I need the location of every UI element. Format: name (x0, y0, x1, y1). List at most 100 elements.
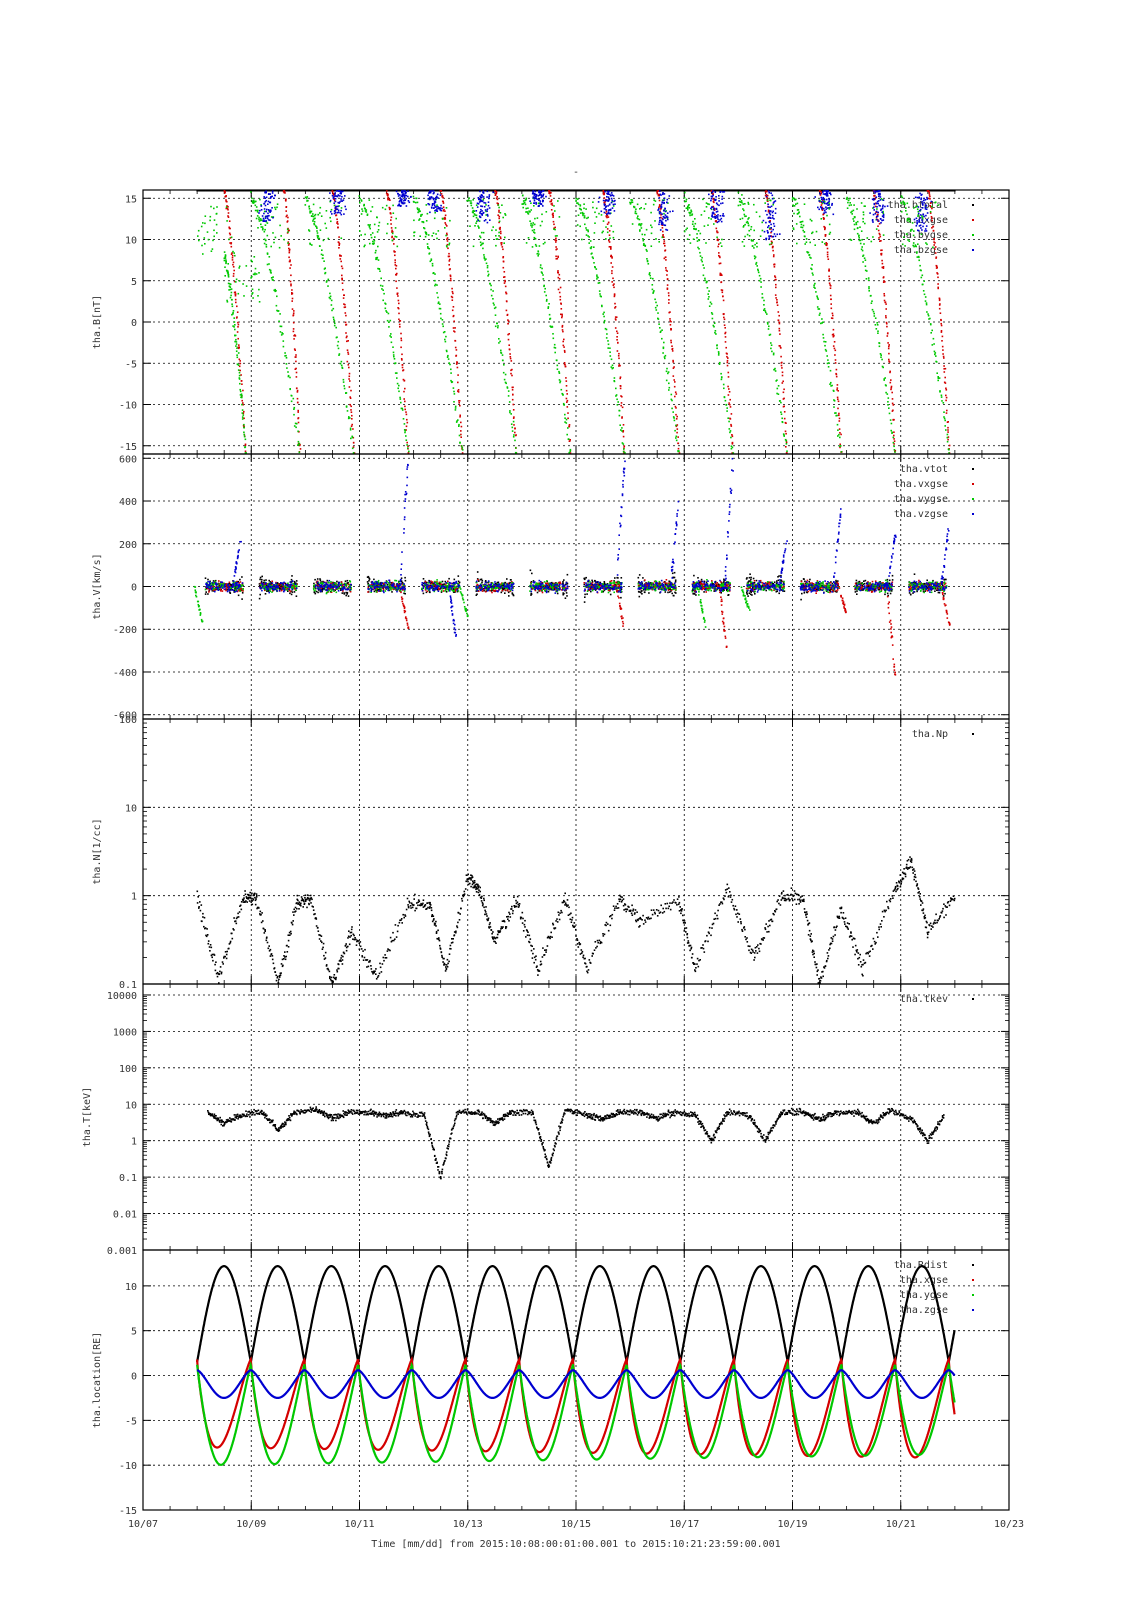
point-tha.bygse (226, 270, 229, 272)
point-tha.bygse (413, 219, 415, 222)
point-tha.bygse (718, 363, 721, 365)
point-tha.btotal (896, 190, 899, 192)
point-tha.bzgse (876, 218, 878, 221)
point-tha.bxgse (444, 216, 446, 219)
point-tha.bzgse (338, 190, 341, 192)
point-tha.bygse (821, 241, 824, 243)
point-tha.bzgse (772, 210, 774, 213)
point-tha.bxgse (835, 373, 838, 376)
point-tha.btotal (585, 190, 587, 192)
point-tha.bygse (287, 371, 289, 373)
point-tha.btotal (725, 190, 728, 192)
point-tha.bxgse (770, 243, 773, 245)
point-tha.bxgse (830, 307, 833, 310)
point-tha.bzgse (772, 235, 774, 238)
point-tha.btotal (290, 190, 292, 192)
point-tha.bxgse (770, 228, 772, 230)
point-tha.bxgse (296, 397, 299, 400)
point-tha.bxgse (837, 407, 839, 410)
point-tha.bxgse (614, 306, 617, 308)
point-tha.bxgse (332, 192, 335, 195)
point-tha.btotal (932, 190, 934, 192)
point-tha.bygse (766, 313, 768, 315)
point-tha.bygse (612, 367, 614, 369)
point-tha.bxgse (893, 438, 895, 440)
point-tha.bzgse (659, 219, 661, 222)
point-tha.bygse (213, 219, 216, 221)
point-tha.bygse (617, 401, 619, 403)
point-tha.bygse (792, 227, 795, 229)
point-tha.bygse (564, 413, 566, 416)
point-tha.bzgse (269, 211, 271, 213)
point-tha.btotal (935, 190, 938, 192)
point-tha.btotal (739, 190, 742, 192)
point-tha.bygse (211, 248, 214, 250)
point-tha.btotal (343, 190, 345, 192)
y-tick-label: 10 (125, 236, 137, 247)
point-tha.bygse (284, 355, 286, 357)
point-tha.btotal (905, 190, 907, 192)
point-tha.bzgse (875, 210, 878, 213)
point-tha.bxgse (555, 241, 557, 243)
point-tha.btotal (866, 190, 868, 192)
point-tha.bzgse (819, 206, 822, 208)
point-tha.bygse (293, 408, 295, 410)
point-tha.bxgse (945, 394, 947, 397)
point-tha.bygse (509, 411, 511, 414)
point-tha.bzgse (340, 200, 342, 202)
point-tha.btotal (481, 190, 483, 192)
point-tha.bygse (225, 259, 227, 261)
point-tha.btotal (477, 190, 480, 192)
point-tha.bygse (313, 214, 316, 217)
point-tha.bygse (651, 226, 653, 229)
point-tha.bygse (663, 199, 666, 201)
point-tha.bygse (279, 224, 281, 227)
point-tha.bygse (405, 435, 407, 437)
point-tha.btotal (663, 190, 665, 192)
point-tha.bxgse (831, 317, 834, 320)
point-tha.btotal (651, 190, 653, 192)
point-tha.bygse (382, 299, 384, 302)
point-tha.bxgse (458, 402, 460, 404)
point-tha.bzgse (614, 199, 616, 202)
point-tha.btotal (783, 190, 785, 192)
point-tha.bygse (776, 379, 778, 381)
point-tha.bzgse (919, 217, 922, 219)
point-tha.bxgse (783, 397, 785, 400)
point-tha.bzgse (712, 212, 715, 215)
point-tha.bxgse (783, 388, 785, 391)
point-tha.bxgse (297, 411, 299, 413)
point-tha.bxgse (880, 254, 883, 256)
point-tha.bygse (796, 202, 799, 205)
point-tha.bygse (618, 414, 621, 417)
point-tha.bygse (723, 396, 726, 399)
point-tha.btotal (676, 190, 678, 192)
point-tha.bygse (802, 224, 805, 227)
point-tha.bygse (360, 213, 363, 215)
point-tha.bygse (937, 377, 940, 379)
point-tha.bzgse (768, 212, 771, 215)
point-tha.bzgse (769, 206, 771, 208)
point-tha.bzgse (917, 229, 920, 232)
point-tha.bygse (334, 322, 336, 325)
point-tha.bxgse (945, 412, 948, 414)
point-tha.bygse (884, 377, 886, 379)
point-tha.bxgse (674, 391, 677, 393)
point-tha.bygse (691, 214, 693, 216)
point-tha.bygse (265, 243, 268, 246)
point-tha.btotal (727, 190, 730, 192)
point-tha.bxgse (665, 259, 667, 261)
point-tha.bzgse (772, 222, 775, 225)
point-tha.bxgse (886, 325, 888, 328)
point-tha.bxgse (666, 274, 668, 276)
point-tha.btotal (735, 190, 737, 192)
point-tha.bzgse (613, 200, 615, 203)
point-tha.btotal (206, 190, 208, 192)
point-tha.btotal (410, 190, 413, 192)
point-tha.btotal (577, 190, 579, 192)
point-tha.btotal (487, 190, 489, 192)
point-tha.btotal (575, 190, 577, 192)
point-tha.bxgse (450, 295, 453, 298)
point-tha.bxgse (894, 449, 897, 452)
point-tha.btotal (653, 190, 655, 192)
